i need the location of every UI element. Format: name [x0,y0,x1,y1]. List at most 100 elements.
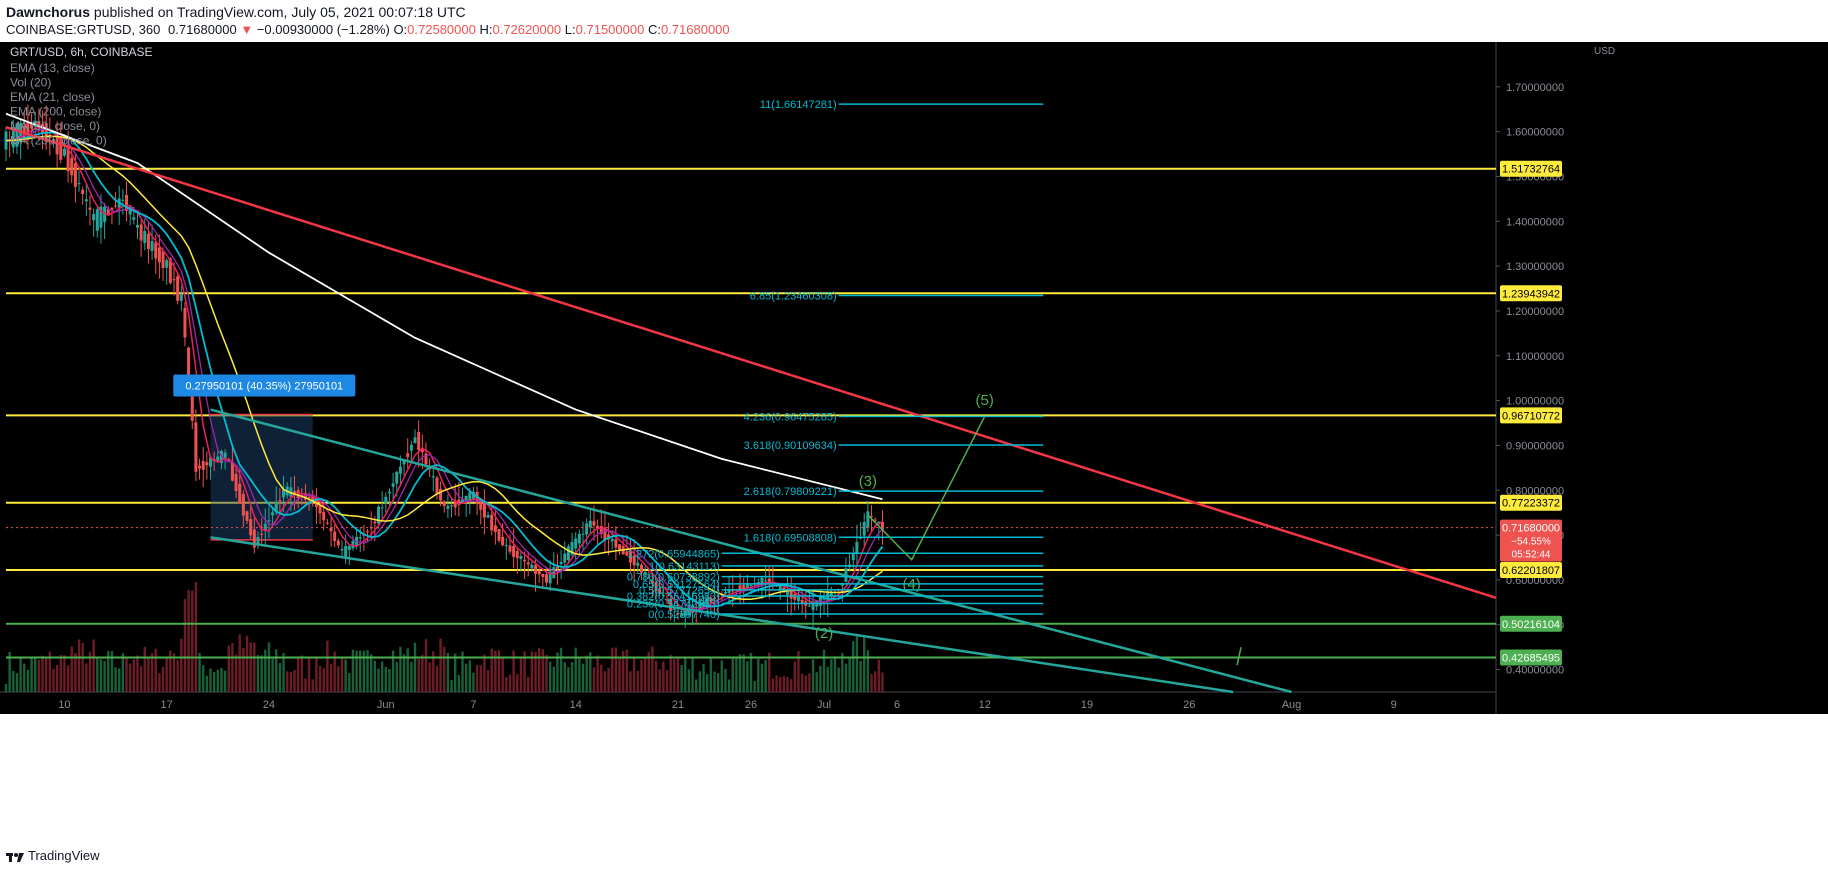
candle-body [570,541,574,555]
volume-bar [738,654,742,692]
candle-body [11,127,15,148]
volume-bar [81,642,84,692]
candle-body [81,189,85,195]
volume-bar [337,666,340,692]
candle-body [468,492,472,503]
candle-body [373,521,377,524]
volume-bar [629,671,632,692]
candle-body [30,123,34,129]
elliott-wave-label: (3) [859,473,877,490]
candle-body [450,505,454,507]
publish-info: published on TradingView.com, July 05, 2… [93,4,466,20]
candle-body [114,205,118,207]
volume-bar [26,669,30,692]
volume-bar [55,664,59,692]
volume-bar [183,599,187,692]
candle-body [15,123,19,147]
elliott-wave-label: (2) [815,625,833,642]
level-axis-label: 0.62201807 [1502,565,1560,577]
volume-bar [267,642,271,692]
candle-body [190,390,194,421]
volume-bar [695,679,698,692]
author-name[interactable]: Dawnchorus [6,4,91,20]
x-tick-label: Aug [1282,699,1302,711]
tradingview-brand[interactable]: TradingView [28,848,100,863]
volume-bar [830,659,833,692]
volume-bar [202,665,205,692]
volume-bar [428,662,431,692]
volume-bar [643,658,647,692]
fib-level-label: 1.618(0.69508808) [744,532,837,544]
volume-bar [647,651,650,692]
close-label: C: [647,22,661,37]
volume-bar [107,651,110,692]
x-tick-label: 9 [1391,699,1397,711]
volume-bar [552,666,555,692]
volume-bar [220,667,223,692]
volume-bar [424,639,428,692]
candle-body [592,521,596,526]
volume-bar [705,674,709,692]
candle-body [694,607,698,609]
candle-body [51,139,55,142]
volume-bar [563,662,566,692]
y-tick-label: 1.70000000 [1506,82,1564,94]
candle-body [307,497,311,499]
candle-body [103,206,107,222]
volume-bar [811,659,815,692]
candle-body [194,422,198,472]
volume-bar [315,658,318,692]
price-chart[interactable]: 11(1.66147281) 6.85(1.23460308) 4.236(0.96… [0,42,1828,844]
volume-bar [377,668,380,692]
y-tick-label: 0.80000000 [1506,485,1564,497]
volume-bar [413,642,417,692]
volume-bar [191,590,194,692]
low-label: L: [564,22,576,37]
ema-200-line [5,112,883,501]
candle-body [234,473,238,492]
candle-body [99,206,103,228]
volume-bar [559,647,563,692]
ohlc-header: COINBASE:GRTUSD, 360 0.71680000 ▼ −0.009… [6,22,730,37]
volume-bar [475,664,479,692]
volume-bar [216,669,220,692]
volume-bar [23,663,26,692]
volume-bar [607,667,610,692]
ema-13-line [5,126,883,613]
change-arrow: ▼ [240,22,254,37]
x-tick-label: 17 [161,699,173,711]
volume-bar [12,670,15,692]
volume-bar [490,648,493,692]
candle-body [537,570,541,575]
volume-bar [351,649,355,692]
volume-bar [432,651,435,692]
volume-bar [742,654,745,692]
volume-bar [581,663,585,692]
candle-body [669,598,673,611]
volume-bar [293,670,296,692]
volume-bar [300,655,304,692]
candle-body [344,546,348,557]
candle-body [800,599,804,603]
volume-bar [439,638,442,692]
candle-body [398,466,402,474]
candle-body [581,533,585,535]
candle-body [599,526,603,535]
ma-100-line [5,135,883,601]
candle-body [625,551,629,556]
volume-bar [877,659,881,692]
level-axis-badge [1500,407,1562,424]
candle-body [712,598,716,600]
volume-bar [205,675,209,692]
volume-bar [15,673,19,692]
candle-body [172,279,176,281]
candle-body [366,531,370,533]
volume-bar [614,647,618,692]
volume-bar [344,659,347,692]
volume-bar [132,659,136,692]
volume-bar [169,650,172,692]
candle-body [760,577,764,586]
volume-bar [523,651,526,692]
volume-bar [136,655,139,692]
y-tick-label: 0.90000000 [1506,440,1564,452]
